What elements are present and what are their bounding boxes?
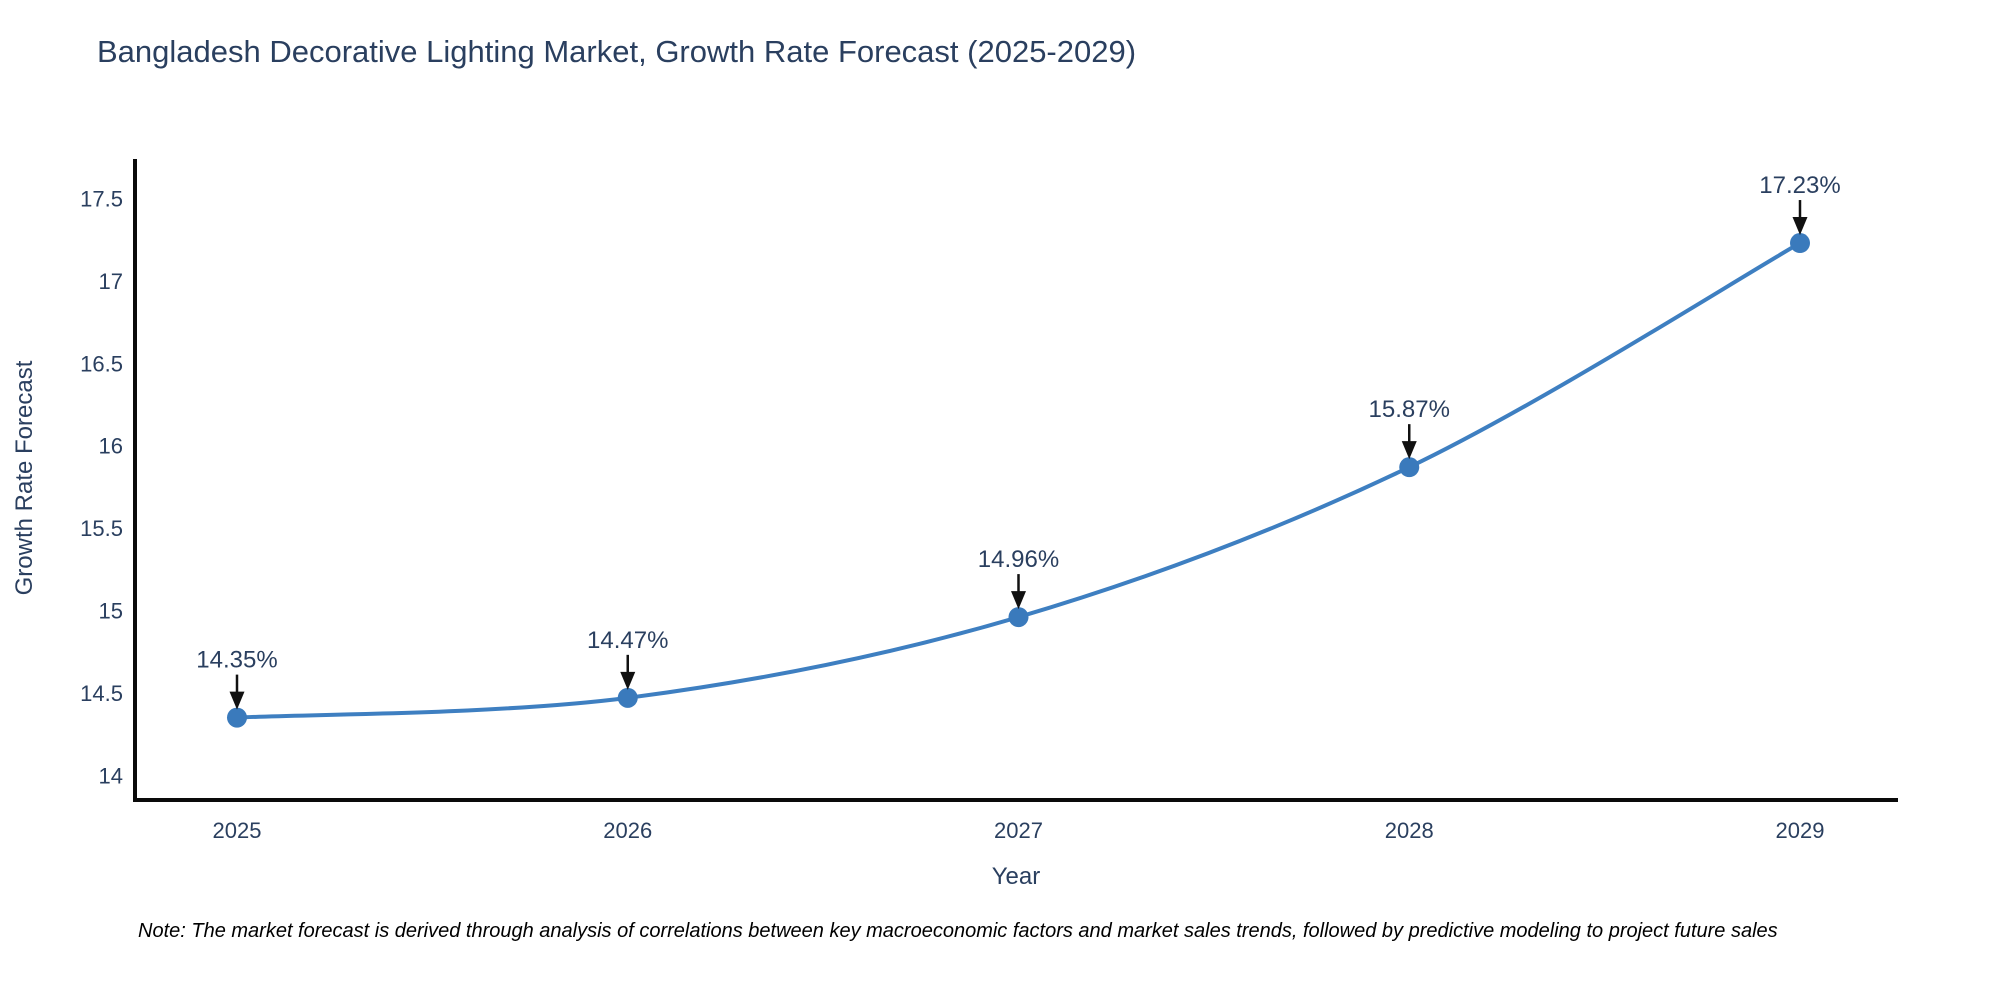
y-tick-label: 14.5	[80, 681, 123, 706]
y-tick-label: 16	[99, 434, 123, 459]
y-tick-label: 16.5	[80, 351, 123, 376]
data-point-marker	[1399, 457, 1420, 478]
x-tick-label: 2027	[994, 818, 1043, 843]
annotation: 17.23%	[1759, 172, 1841, 236]
annotation-arrow-head	[1011, 591, 1026, 610]
annotation-label: 17.23%	[1759, 172, 1840, 199]
x-tick-label: 2029	[1776, 818, 1825, 843]
y-tick-label: 17.5	[80, 187, 123, 212]
x-tick-label: 2026	[603, 818, 652, 843]
annotation-arrow-head	[620, 671, 636, 690]
annotation-label: 14.47%	[587, 627, 668, 654]
data-point-marker	[1008, 607, 1029, 628]
x-tick-label: 2025	[213, 818, 262, 843]
annotation: 15.87%	[1369, 396, 1450, 460]
chart-footnote: Note: The market forecast is derived thr…	[138, 920, 1778, 942]
data-point-marker	[227, 707, 247, 728]
annotation: 14.96%	[978, 546, 1059, 610]
annotation: 14.47%	[587, 627, 668, 690]
data-point-marker	[617, 687, 638, 708]
annotation-arrow-head	[229, 691, 245, 710]
y-tick-label: 14	[99, 763, 123, 788]
y-tick-label: 17	[99, 269, 123, 294]
annotation: 14.35%	[196, 647, 278, 710]
annotation-arrow-head	[1401, 441, 1417, 460]
y-tick-label: 15.5	[80, 516, 123, 541]
series-line	[235, 241, 1802, 720]
data-point-marker	[1790, 233, 1810, 254]
y-axis-title: Growth Rate Forecast	[11, 360, 38, 595]
x-tick-label: 2028	[1385, 818, 1434, 843]
chart-title: Bangladesh Decorative Lighting Market, G…	[97, 34, 1137, 69]
annotation-arrow-head	[1792, 217, 1808, 236]
annotation-label: 14.96%	[978, 546, 1059, 573]
annotation-label: 15.87%	[1369, 396, 1450, 423]
annotation-label: 14.35%	[196, 647, 277, 674]
y-tick-label: 15	[99, 599, 123, 624]
x-axis-title: Year	[992, 863, 1041, 890]
